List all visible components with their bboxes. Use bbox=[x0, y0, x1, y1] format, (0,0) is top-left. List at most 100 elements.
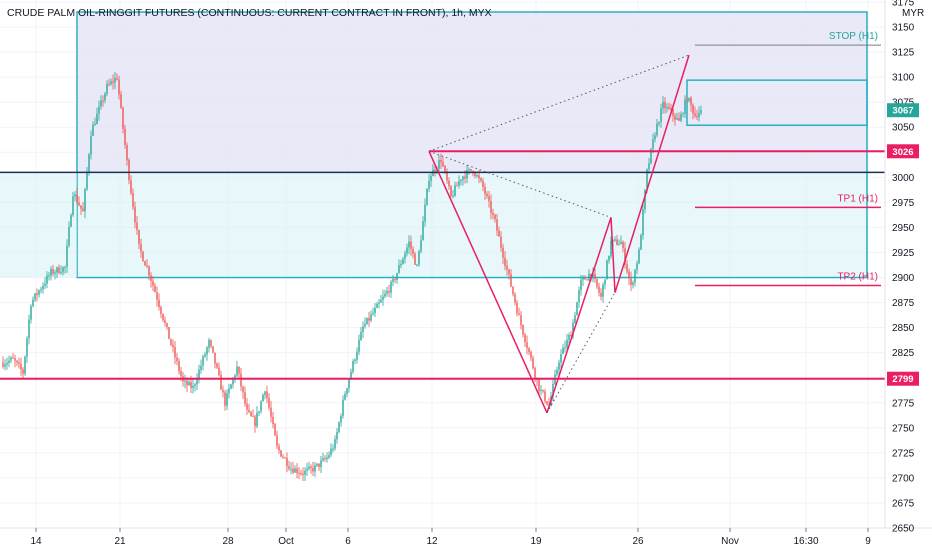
candle-body bbox=[392, 279, 394, 282]
candle-body bbox=[60, 272, 62, 274]
candle-body bbox=[70, 215, 72, 227]
x-tick-label: 16:30 bbox=[793, 536, 818, 547]
candle-body bbox=[698, 112, 700, 118]
candle-body bbox=[128, 160, 130, 181]
candle-body bbox=[196, 379, 198, 385]
candle-body bbox=[676, 118, 678, 120]
candle-body bbox=[286, 458, 288, 467]
candle-body bbox=[398, 265, 400, 274]
price-label: 2799 bbox=[892, 374, 913, 385]
pattern-ratio-line bbox=[546, 292, 616, 414]
candle-body bbox=[624, 248, 626, 265]
candle-body bbox=[498, 230, 500, 237]
candle-body bbox=[176, 357, 178, 361]
candle-body bbox=[86, 171, 88, 190]
candle-body bbox=[142, 251, 144, 262]
candle-body bbox=[312, 467, 314, 472]
candle-body bbox=[654, 135, 656, 140]
candle-body bbox=[110, 81, 112, 85]
candle-body bbox=[346, 388, 348, 394]
x-tick-label: 6 bbox=[345, 536, 351, 547]
candle-body bbox=[158, 299, 160, 308]
candle-body bbox=[376, 303, 378, 308]
candle-body bbox=[416, 264, 418, 266]
candle-body bbox=[486, 193, 488, 197]
candle-body bbox=[366, 317, 368, 325]
candle-body bbox=[66, 245, 68, 267]
candle-body bbox=[228, 388, 230, 394]
candle-body bbox=[350, 371, 352, 380]
candle-body bbox=[30, 306, 32, 320]
candle-body bbox=[452, 195, 454, 197]
y-tick-label: 3175 bbox=[892, 0, 915, 9]
candle-body bbox=[168, 327, 170, 340]
candle-body bbox=[640, 235, 642, 250]
candle-body bbox=[368, 317, 370, 321]
candle-body bbox=[106, 84, 108, 94]
candle-body bbox=[326, 457, 328, 460]
candle-body bbox=[40, 289, 42, 291]
candle-body bbox=[540, 389, 542, 392]
candle-body bbox=[334, 439, 336, 449]
candle-body bbox=[216, 363, 218, 368]
candle-body bbox=[514, 294, 516, 303]
candle-body bbox=[260, 401, 262, 412]
candle-body bbox=[564, 347, 566, 349]
candle-body bbox=[572, 322, 574, 337]
candle-body bbox=[212, 346, 214, 353]
candle-body bbox=[24, 356, 26, 374]
candle-body bbox=[598, 286, 600, 293]
candle-body bbox=[296, 468, 298, 474]
candle-body bbox=[428, 181, 430, 189]
candle-body bbox=[516, 302, 518, 314]
candle-body bbox=[116, 78, 118, 80]
candle-body bbox=[502, 247, 504, 258]
candle-body bbox=[90, 135, 92, 155]
candle-body bbox=[556, 369, 558, 375]
y-tick-label: 2975 bbox=[892, 198, 915, 209]
candle-body bbox=[688, 98, 690, 101]
candle-body bbox=[390, 281, 392, 293]
candle-body bbox=[532, 358, 534, 369]
candle-body bbox=[522, 325, 524, 335]
candle-body bbox=[230, 384, 232, 389]
candle-body bbox=[270, 407, 272, 417]
candle-body bbox=[282, 456, 284, 458]
candle-body bbox=[150, 275, 152, 281]
candle-body bbox=[594, 273, 596, 279]
candle-body bbox=[174, 347, 176, 358]
candle-body bbox=[438, 160, 440, 169]
candle-body bbox=[584, 277, 586, 280]
candle-body bbox=[162, 313, 164, 321]
candle-body bbox=[314, 465, 316, 472]
y-tick-label: 2775 bbox=[892, 398, 915, 409]
candle-body bbox=[94, 124, 96, 126]
y-tick-label: 3150 bbox=[892, 23, 915, 34]
candle-body bbox=[44, 283, 46, 286]
candle-body bbox=[602, 284, 604, 297]
pattern-ratio-line bbox=[428, 54, 690, 152]
candle-body bbox=[454, 185, 456, 196]
candle-body bbox=[32, 299, 34, 307]
candle-body bbox=[12, 357, 14, 359]
candle-body bbox=[206, 347, 208, 355]
candle-body bbox=[48, 275, 50, 277]
candle-body bbox=[14, 358, 16, 361]
candle-body bbox=[156, 292, 158, 300]
candle-body bbox=[184, 380, 186, 382]
candle-body bbox=[258, 411, 260, 413]
candle-body bbox=[396, 273, 398, 280]
x-tick-label: Oct bbox=[278, 536, 294, 547]
candle-body bbox=[658, 122, 660, 124]
harmonic-pattern bbox=[428, 54, 690, 414]
candle-body bbox=[268, 398, 270, 408]
candle-body bbox=[246, 403, 248, 410]
candle-body bbox=[560, 354, 562, 363]
candle-body bbox=[462, 176, 464, 180]
candle-body bbox=[218, 367, 220, 376]
candle-body bbox=[520, 315, 522, 326]
candle-body bbox=[92, 124, 94, 136]
candle-body bbox=[494, 214, 496, 220]
